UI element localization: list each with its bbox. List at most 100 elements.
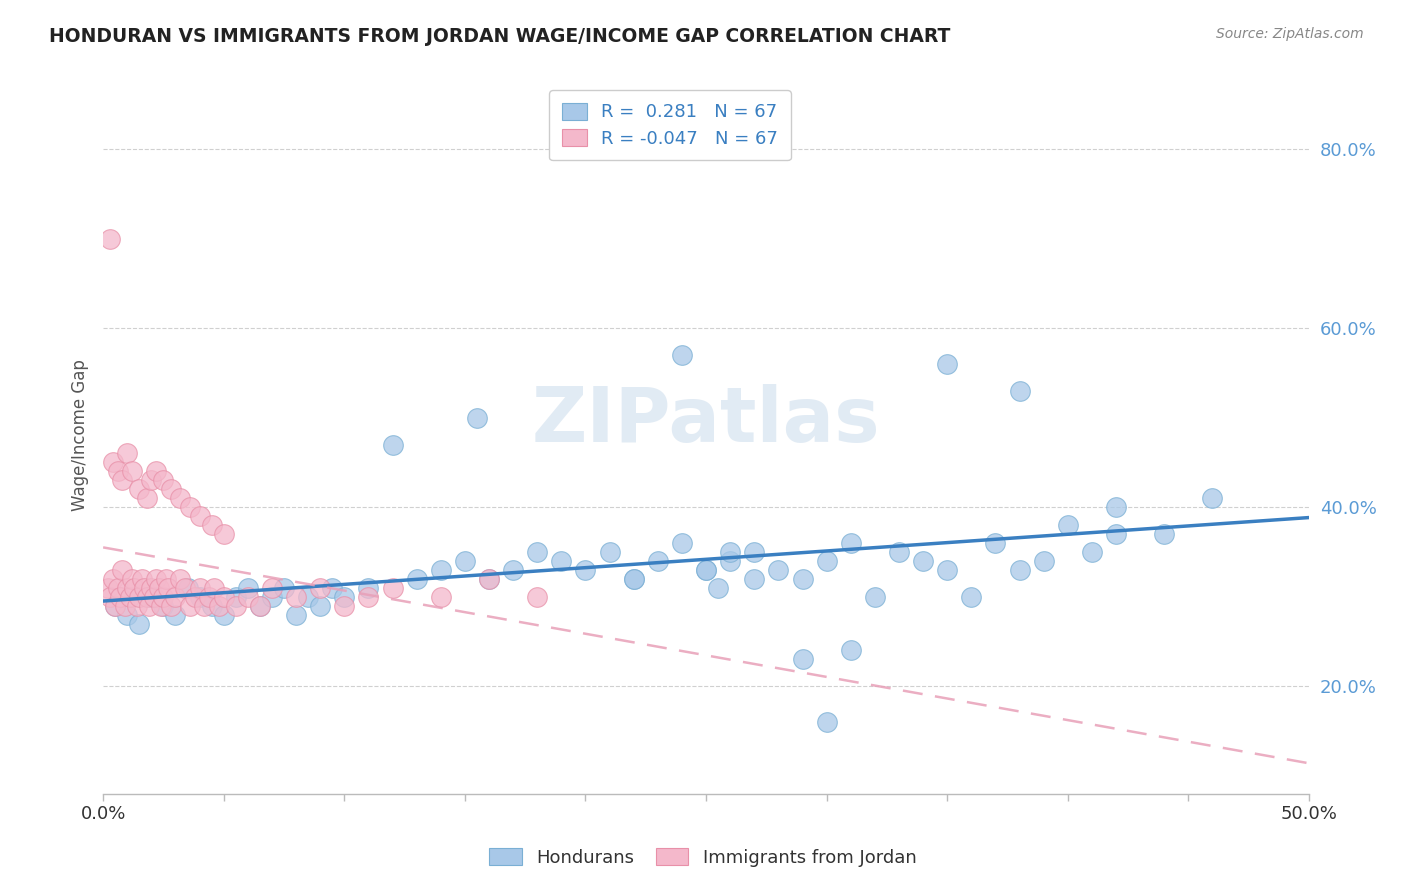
Legend: Hondurans, Immigrants from Jordan: Hondurans, Immigrants from Jordan (482, 841, 924, 874)
Point (526, 590, 548, 604)
Point (273, 581, 295, 595)
Point (792, 572, 814, 586)
Point (671, 348, 693, 362)
Point (984, 536, 1007, 550)
Point (574, 563, 596, 577)
Point (145, 572, 167, 586)
Point (1201, 491, 1223, 506)
Point (309, 599, 332, 613)
Point (936, 563, 959, 577)
Point (118, 590, 141, 604)
Point (887, 545, 910, 559)
Point (117, 607, 139, 622)
Point (141, 473, 163, 487)
Point (98, 590, 121, 604)
Legend: R =  0.281   N = 67, R = -0.047   N = 67: R = 0.281 N = 67, R = -0.047 N = 67 (548, 90, 790, 161)
Point (111, 473, 134, 487)
Point (142, 590, 165, 604)
Point (169, 572, 191, 586)
Point (623, 572, 645, 586)
Point (381, 437, 404, 451)
Y-axis label: Wage/Income Gap: Wage/Income Gap (72, 359, 89, 511)
Point (184, 590, 207, 604)
Point (208, 599, 231, 613)
Point (695, 563, 717, 577)
Point (104, 599, 127, 613)
Point (357, 581, 380, 595)
Point (742, 545, 765, 559)
Point (145, 464, 167, 478)
Point (936, 357, 959, 371)
Point (815, 714, 838, 729)
Point (249, 599, 271, 613)
Point (117, 446, 139, 460)
Point (201, 518, 224, 533)
Point (960, 590, 983, 604)
Point (148, 581, 170, 595)
Point (107, 464, 129, 478)
Point (121, 464, 143, 478)
Point (104, 599, 127, 613)
Point (839, 536, 862, 550)
Point (98, 231, 121, 245)
Point (381, 581, 404, 595)
Point (141, 590, 163, 604)
Point (707, 581, 730, 595)
Point (285, 607, 308, 622)
Point (212, 607, 235, 622)
Point (333, 599, 356, 613)
Text: HONDURAN VS IMMIGRANTS FROM JORDAN WAGE/INCOME GAP CORRELATION CHART: HONDURAN VS IMMIGRANTS FROM JORDAN WAGE/… (49, 27, 950, 45)
Point (599, 545, 621, 559)
Point (135, 590, 157, 604)
Point (333, 590, 356, 604)
Point (297, 590, 319, 604)
Point (159, 483, 181, 497)
Point (236, 581, 259, 595)
Point (225, 599, 247, 613)
Point (260, 590, 283, 604)
Point (429, 563, 451, 577)
Point (134, 581, 156, 595)
Point (152, 599, 174, 613)
Point (107, 581, 129, 595)
Point (309, 581, 332, 595)
Point (405, 572, 427, 586)
Point (111, 563, 134, 577)
Point (718, 554, 741, 568)
Point (176, 581, 198, 595)
Point (1105, 527, 1128, 541)
Point (623, 572, 645, 586)
Point (131, 572, 153, 586)
Point (671, 536, 693, 550)
Point (179, 599, 201, 613)
Point (1153, 527, 1175, 541)
Point (695, 563, 717, 577)
Point (912, 554, 935, 568)
Point (768, 563, 790, 577)
Point (647, 554, 669, 568)
Point (188, 590, 211, 604)
Point (792, 652, 814, 666)
Point (117, 581, 139, 595)
Point (839, 643, 862, 657)
Point (285, 590, 308, 604)
Point (502, 563, 524, 577)
Point (155, 572, 177, 586)
Point (357, 590, 380, 604)
Point (128, 616, 150, 631)
Point (1056, 518, 1078, 533)
Point (815, 554, 838, 568)
Point (1081, 545, 1104, 559)
Point (128, 590, 150, 604)
Point (1008, 384, 1031, 398)
Point (101, 455, 124, 469)
Point (198, 590, 221, 604)
Point (124, 581, 146, 595)
Point (108, 590, 131, 604)
Point (236, 590, 259, 604)
Point (454, 554, 477, 568)
Point (201, 599, 224, 613)
Point (863, 590, 886, 604)
Point (225, 590, 247, 604)
Point (114, 599, 136, 613)
